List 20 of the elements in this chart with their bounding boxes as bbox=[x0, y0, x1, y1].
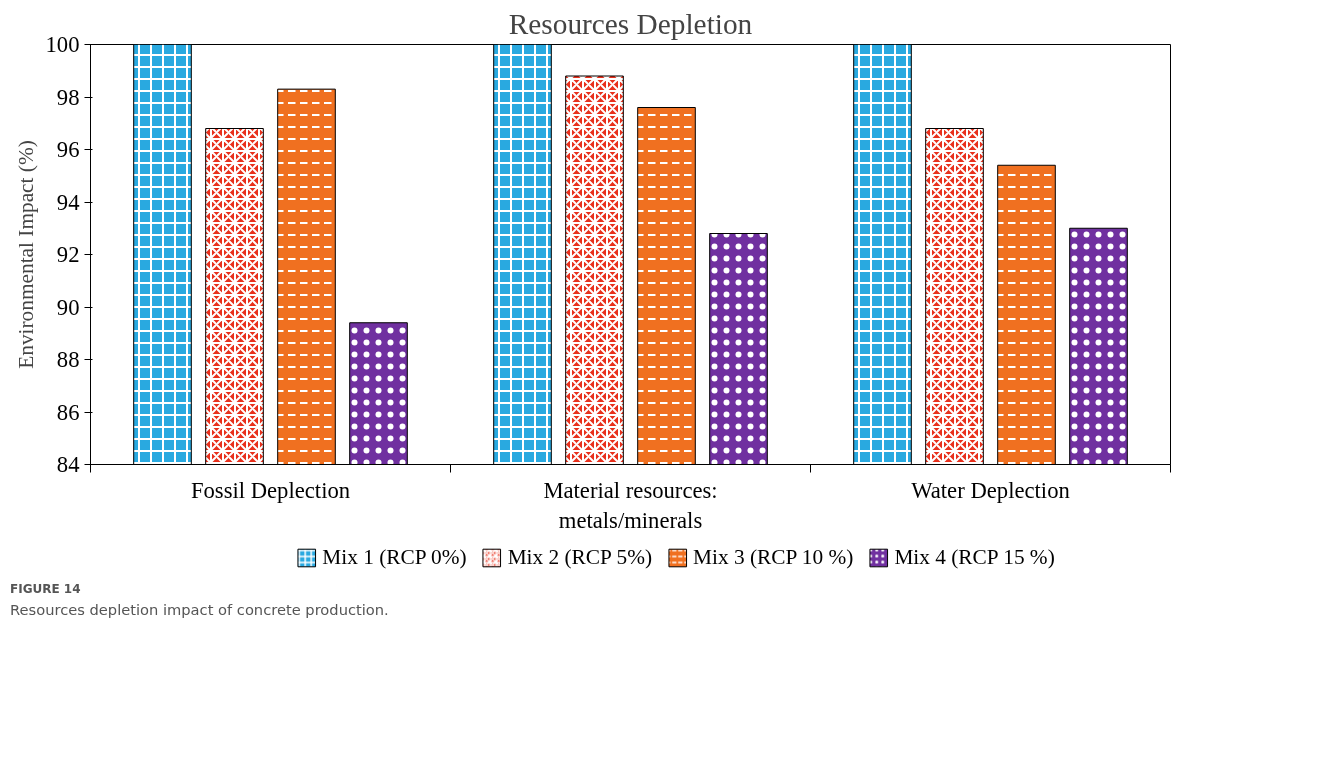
y-tick-label: 96 bbox=[56, 137, 80, 162]
y-tick-label: 94 bbox=[56, 189, 80, 215]
y-tick-label: 100 bbox=[45, 32, 80, 57]
legend-label: Mix 4 (RCP 15 %) bbox=[894, 544, 1055, 570]
y-tick-label: 86 bbox=[56, 399, 80, 425]
y-axis-title: Environmental Impact (%) bbox=[13, 140, 38, 369]
y-tick-label: 88 bbox=[56, 347, 80, 372]
y-tick-label: 92 bbox=[56, 242, 80, 267]
x-tick-label: Material resources: metals/minerals bbox=[543, 477, 718, 533]
legend-label: Mix 3 (RCP 10 %) bbox=[693, 544, 854, 570]
caption: FIGURE 14 bbox=[10, 581, 81, 598]
legend-label: Mix 2 (RCP 5%) bbox=[507, 544, 652, 570]
y-tick-label: 98 bbox=[56, 84, 80, 110]
y-tick-label: 84 bbox=[56, 452, 80, 477]
text: Resources depletion impact of concrete production. bbox=[10, 600, 389, 621]
x-tick-label: Water Deplection bbox=[911, 477, 1070, 503]
y-tick-label: 90 bbox=[56, 294, 80, 320]
chart-title: Resources Depletion bbox=[508, 7, 753, 40]
x-tick-label: Fossil Deplection bbox=[190, 477, 351, 503]
legend-label: Mix 1 (RCP 0%) bbox=[322, 544, 467, 570]
